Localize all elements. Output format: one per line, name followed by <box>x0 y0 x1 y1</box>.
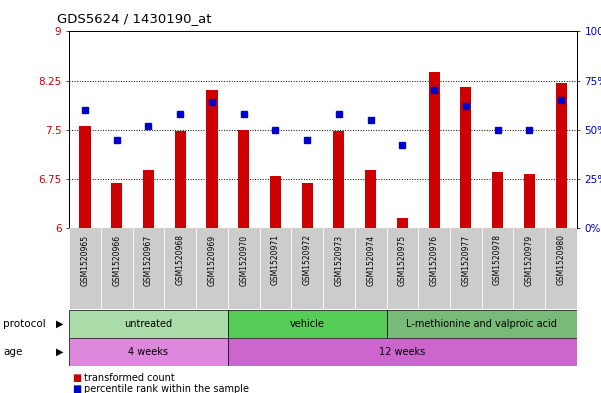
Bar <box>175 131 186 228</box>
Text: 4 weeks: 4 weeks <box>129 347 168 357</box>
Bar <box>143 170 154 228</box>
Text: ▶: ▶ <box>56 347 63 357</box>
FancyBboxPatch shape <box>260 228 291 309</box>
FancyBboxPatch shape <box>418 228 450 309</box>
Text: GSM1520973: GSM1520973 <box>334 234 343 285</box>
Text: GSM1520980: GSM1520980 <box>557 234 566 285</box>
Text: GSM1520977: GSM1520977 <box>462 234 471 285</box>
Text: percentile rank within the sample: percentile rank within the sample <box>84 384 249 393</box>
Bar <box>79 127 91 228</box>
Text: GSM1520979: GSM1520979 <box>525 234 534 285</box>
FancyBboxPatch shape <box>228 228 260 309</box>
Text: vehicle: vehicle <box>290 319 325 329</box>
FancyBboxPatch shape <box>323 228 355 309</box>
Bar <box>460 87 471 228</box>
FancyBboxPatch shape <box>386 310 577 338</box>
Text: protocol: protocol <box>3 319 46 329</box>
FancyBboxPatch shape <box>291 228 323 309</box>
FancyBboxPatch shape <box>164 228 196 309</box>
FancyBboxPatch shape <box>450 228 482 309</box>
Text: GSM1520971: GSM1520971 <box>271 234 280 285</box>
Text: untreated: untreated <box>124 319 172 329</box>
Text: ■: ■ <box>72 384 81 393</box>
FancyBboxPatch shape <box>101 228 133 309</box>
Bar <box>492 172 503 228</box>
FancyBboxPatch shape <box>69 310 228 338</box>
Bar <box>111 184 122 228</box>
Text: 12 weeks: 12 weeks <box>379 347 426 357</box>
Bar <box>238 130 249 228</box>
Bar <box>524 174 535 228</box>
Text: GSM1520975: GSM1520975 <box>398 234 407 285</box>
Text: GDS5624 / 1430190_at: GDS5624 / 1430190_at <box>57 12 212 25</box>
Bar <box>365 170 376 228</box>
Text: GSM1520966: GSM1520966 <box>112 234 121 285</box>
Text: ■: ■ <box>72 373 81 383</box>
FancyBboxPatch shape <box>228 310 386 338</box>
Text: GSM1520969: GSM1520969 <box>207 234 216 285</box>
Bar <box>429 72 440 228</box>
Bar <box>270 176 281 228</box>
Text: ▶: ▶ <box>56 319 63 329</box>
Text: GSM1520974: GSM1520974 <box>366 234 375 285</box>
FancyBboxPatch shape <box>513 228 545 309</box>
Bar <box>555 83 567 228</box>
Text: GSM1520968: GSM1520968 <box>175 234 185 285</box>
Text: GSM1520965: GSM1520965 <box>81 234 90 285</box>
Text: GSM1520967: GSM1520967 <box>144 234 153 285</box>
FancyBboxPatch shape <box>228 338 577 366</box>
FancyBboxPatch shape <box>69 338 228 366</box>
Bar <box>302 184 313 228</box>
Text: GSM1520972: GSM1520972 <box>303 234 312 285</box>
Bar <box>206 90 218 228</box>
Text: age: age <box>3 347 22 357</box>
Text: GSM1520978: GSM1520978 <box>493 234 502 285</box>
FancyBboxPatch shape <box>482 228 513 309</box>
FancyBboxPatch shape <box>386 228 418 309</box>
FancyBboxPatch shape <box>545 228 577 309</box>
Bar <box>397 218 408 228</box>
Bar <box>334 131 344 228</box>
FancyBboxPatch shape <box>133 228 164 309</box>
Text: GSM1520976: GSM1520976 <box>430 234 439 285</box>
Text: GSM1520970: GSM1520970 <box>239 234 248 285</box>
FancyBboxPatch shape <box>69 228 101 309</box>
FancyBboxPatch shape <box>196 228 228 309</box>
Text: L-methionine and valproic acid: L-methionine and valproic acid <box>406 319 557 329</box>
Text: transformed count: transformed count <box>84 373 175 383</box>
FancyBboxPatch shape <box>355 228 386 309</box>
